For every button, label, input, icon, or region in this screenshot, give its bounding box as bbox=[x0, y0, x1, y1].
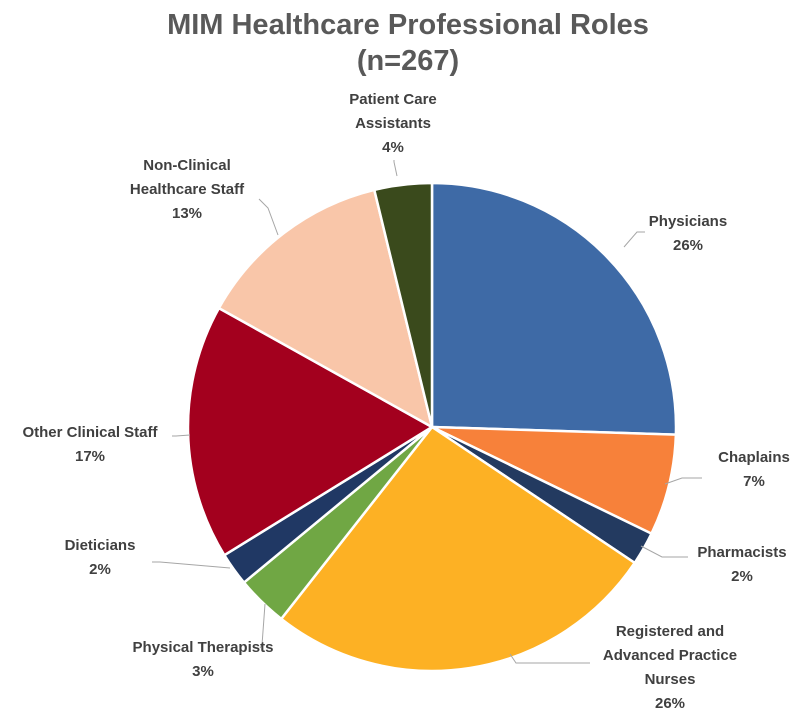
slice-percent-label: 26% bbox=[673, 237, 703, 254]
leader-lines bbox=[152, 160, 702, 664]
leader-line bbox=[152, 561, 231, 569]
slice-percent-label: 17% bbox=[75, 448, 105, 465]
slice-percent-label: 26% bbox=[655, 695, 685, 712]
slice-percent-label: 2% bbox=[731, 568, 753, 585]
slice-labels: Physicians 26% Chaplains 7% Pharmacists 2% Reg… bbox=[22, 91, 789, 712]
chart-title: MIM Healthcare Professional Roles bbox=[167, 9, 649, 41]
slice-percent-label: 3% bbox=[192, 663, 214, 680]
slice-percent-label: 7% bbox=[743, 473, 765, 490]
leader-line bbox=[172, 434, 191, 437]
slice-name-label: Chaplains bbox=[718, 449, 790, 466]
slice-name-label: Physicians bbox=[649, 213, 727, 230]
pie-slice bbox=[186, 306, 435, 557]
slice-name-label: Assistants bbox=[355, 115, 431, 132]
leader-line bbox=[664, 477, 702, 485]
slice-percent-label: 13% bbox=[172, 205, 202, 222]
chart-subtitle: (n=267) bbox=[357, 45, 459, 77]
slice-percent-label: 2% bbox=[89, 561, 111, 578]
slice-name-label: Dieticians bbox=[65, 537, 136, 554]
pie-slice bbox=[279, 425, 637, 673]
leader-line bbox=[623, 231, 645, 248]
slice-name-label: Advanced Practice bbox=[603, 647, 737, 664]
slice-name-label: Patient Care bbox=[349, 91, 437, 108]
pie-slice bbox=[430, 181, 678, 436]
pie-slices bbox=[186, 181, 678, 673]
slice-name-label: Physical Therapists bbox=[133, 639, 274, 656]
leader-line bbox=[259, 603, 266, 649]
slice-name-label: Registered and bbox=[616, 623, 724, 640]
pie-slice bbox=[372, 181, 434, 428]
slice-percent-label: 4% bbox=[382, 139, 404, 156]
leader-line bbox=[640, 545, 688, 558]
slice-name-label: Non-Clinical bbox=[143, 157, 231, 174]
leader-line bbox=[393, 160, 398, 177]
slice-name-label: Healthcare Staff bbox=[130, 181, 245, 198]
slice-name-label: Pharmacists bbox=[697, 544, 786, 561]
leader-line bbox=[258, 198, 279, 236]
pie-slice bbox=[217, 188, 434, 430]
leader-line bbox=[509, 653, 590, 664]
slice-name-label: Other Clinical Staff bbox=[22, 424, 158, 441]
slice-name-label: Nurses bbox=[645, 671, 696, 688]
